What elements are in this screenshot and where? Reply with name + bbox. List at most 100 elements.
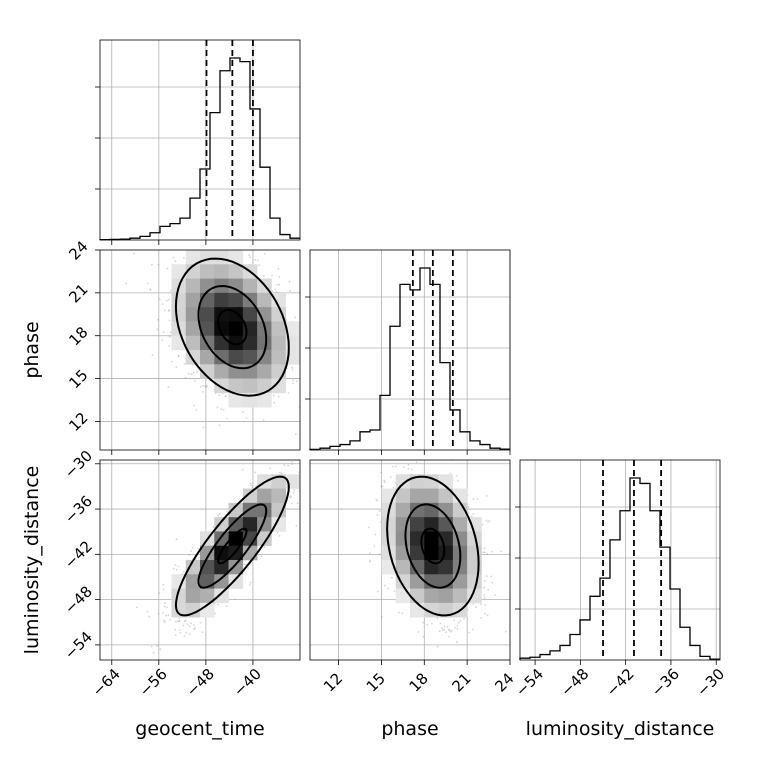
- sample-point: [218, 236, 220, 238]
- density-cell: [452, 488, 468, 504]
- density-cell: [424, 545, 439, 561]
- sample-point: [167, 386, 170, 388]
- sample-point: [383, 584, 386, 587]
- sample-point: [163, 605, 166, 608]
- sample-point: [472, 513, 475, 515]
- sample-point: [480, 617, 483, 619]
- sample-point: [415, 461, 418, 464]
- sample-point: [218, 394, 221, 397]
- sample-point: [174, 628, 177, 631]
- density-cell: [271, 502, 287, 518]
- sample-point: [191, 546, 194, 549]
- sample-point: [254, 471, 257, 474]
- sample-point: [263, 546, 266, 549]
- density-cell: [438, 560, 454, 575]
- sample-point: [215, 452, 217, 454]
- sample-point: [311, 470, 313, 472]
- sample-point: [321, 333, 323, 335]
- density-cell: [242, 488, 258, 504]
- sample-point: [315, 370, 317, 372]
- sample-point: [376, 590, 379, 593]
- sample-point: [157, 263, 160, 266]
- sample-point: [476, 497, 479, 500]
- density-cell: [214, 292, 229, 308]
- sample-point: [490, 669, 492, 671]
- sample-point: [291, 502, 293, 505]
- sample-point: [368, 526, 370, 529]
- sample-point: [277, 267, 280, 270]
- density-cell: [424, 488, 439, 504]
- sample-point: [166, 267, 169, 270]
- sample-point: [306, 468, 308, 470]
- density-cell: [228, 278, 244, 294]
- sample-point: [205, 384, 208, 387]
- sample-point: [422, 621, 424, 624]
- sample-point: [378, 510, 381, 512]
- contour-level: [404, 503, 462, 589]
- sample-point: [485, 519, 488, 522]
- sample-point: [163, 621, 166, 623]
- sample-point: [197, 556, 200, 559]
- sample-point: [167, 309, 170, 312]
- sample-point: [168, 335, 171, 338]
- sample-point: [251, 486, 254, 489]
- density-cell: [257, 364, 272, 379]
- sample-point: [278, 535, 281, 537]
- density-cell: [395, 531, 411, 547]
- density-cell: [242, 307, 258, 322]
- density-cell: [214, 350, 229, 365]
- sample-point: [168, 345, 171, 347]
- sample-point: [182, 570, 185, 573]
- density-cell: [438, 545, 454, 561]
- density-cell: [228, 335, 244, 351]
- sample-point: [441, 629, 444, 632]
- sample-point: [192, 371, 195, 374]
- sample-point: [482, 551, 485, 554]
- sample-point: [404, 432, 406, 434]
- sample-point: [448, 628, 451, 631]
- sample-point: [156, 645, 159, 647]
- sample-point: [403, 466, 405, 468]
- sample-point: [298, 471, 300, 474]
- sample-point: [172, 567, 175, 570]
- y-tick-label-phase: 21: [65, 280, 91, 306]
- sample-point: [472, 498, 475, 500]
- sample-point: [294, 433, 297, 435]
- pair-panel-frame-phase-luminosity_distance: [309, 459, 511, 661]
- density-cell: [410, 602, 425, 618]
- sample-point: [183, 620, 186, 622]
- sample-point: [174, 564, 177, 566]
- sample-point: [449, 630, 452, 633]
- sample-point: [226, 417, 228, 420]
- sample-point: [167, 614, 170, 616]
- sample-point: [271, 274, 273, 277]
- sample-point: [380, 485, 383, 488]
- density-cell: [214, 335, 229, 351]
- sample-point: [204, 385, 207, 388]
- sample-point: [277, 395, 280, 398]
- sample-point: [463, 617, 466, 620]
- sample-point: [189, 622, 192, 625]
- density-cells: [171, 474, 300, 618]
- density-cell: [185, 588, 201, 604]
- sample-point: [184, 246, 186, 248]
- sample-point: [199, 621, 202, 624]
- density-cell: [171, 574, 187, 589]
- density-cells: [381, 474, 482, 618]
- sample-point: [162, 331, 165, 334]
- histogram-phase: [309, 267, 510, 451]
- sample-point: [193, 379, 196, 382]
- sample-point: [162, 583, 165, 586]
- sample-point: [148, 615, 151, 618]
- sample-point: [170, 360, 173, 363]
- density-cell: [438, 474, 454, 489]
- sample-point: [194, 627, 196, 629]
- sample-point: [380, 471, 383, 474]
- density-cell: [185, 292, 201, 308]
- y-tick-label-luminosity_distance: −48: [61, 583, 96, 618]
- sample-point: [183, 256, 185, 259]
- density-cell: [257, 378, 272, 394]
- density-cell: [271, 517, 287, 532]
- contour-level: [217, 308, 248, 346]
- contour-level: [197, 503, 268, 589]
